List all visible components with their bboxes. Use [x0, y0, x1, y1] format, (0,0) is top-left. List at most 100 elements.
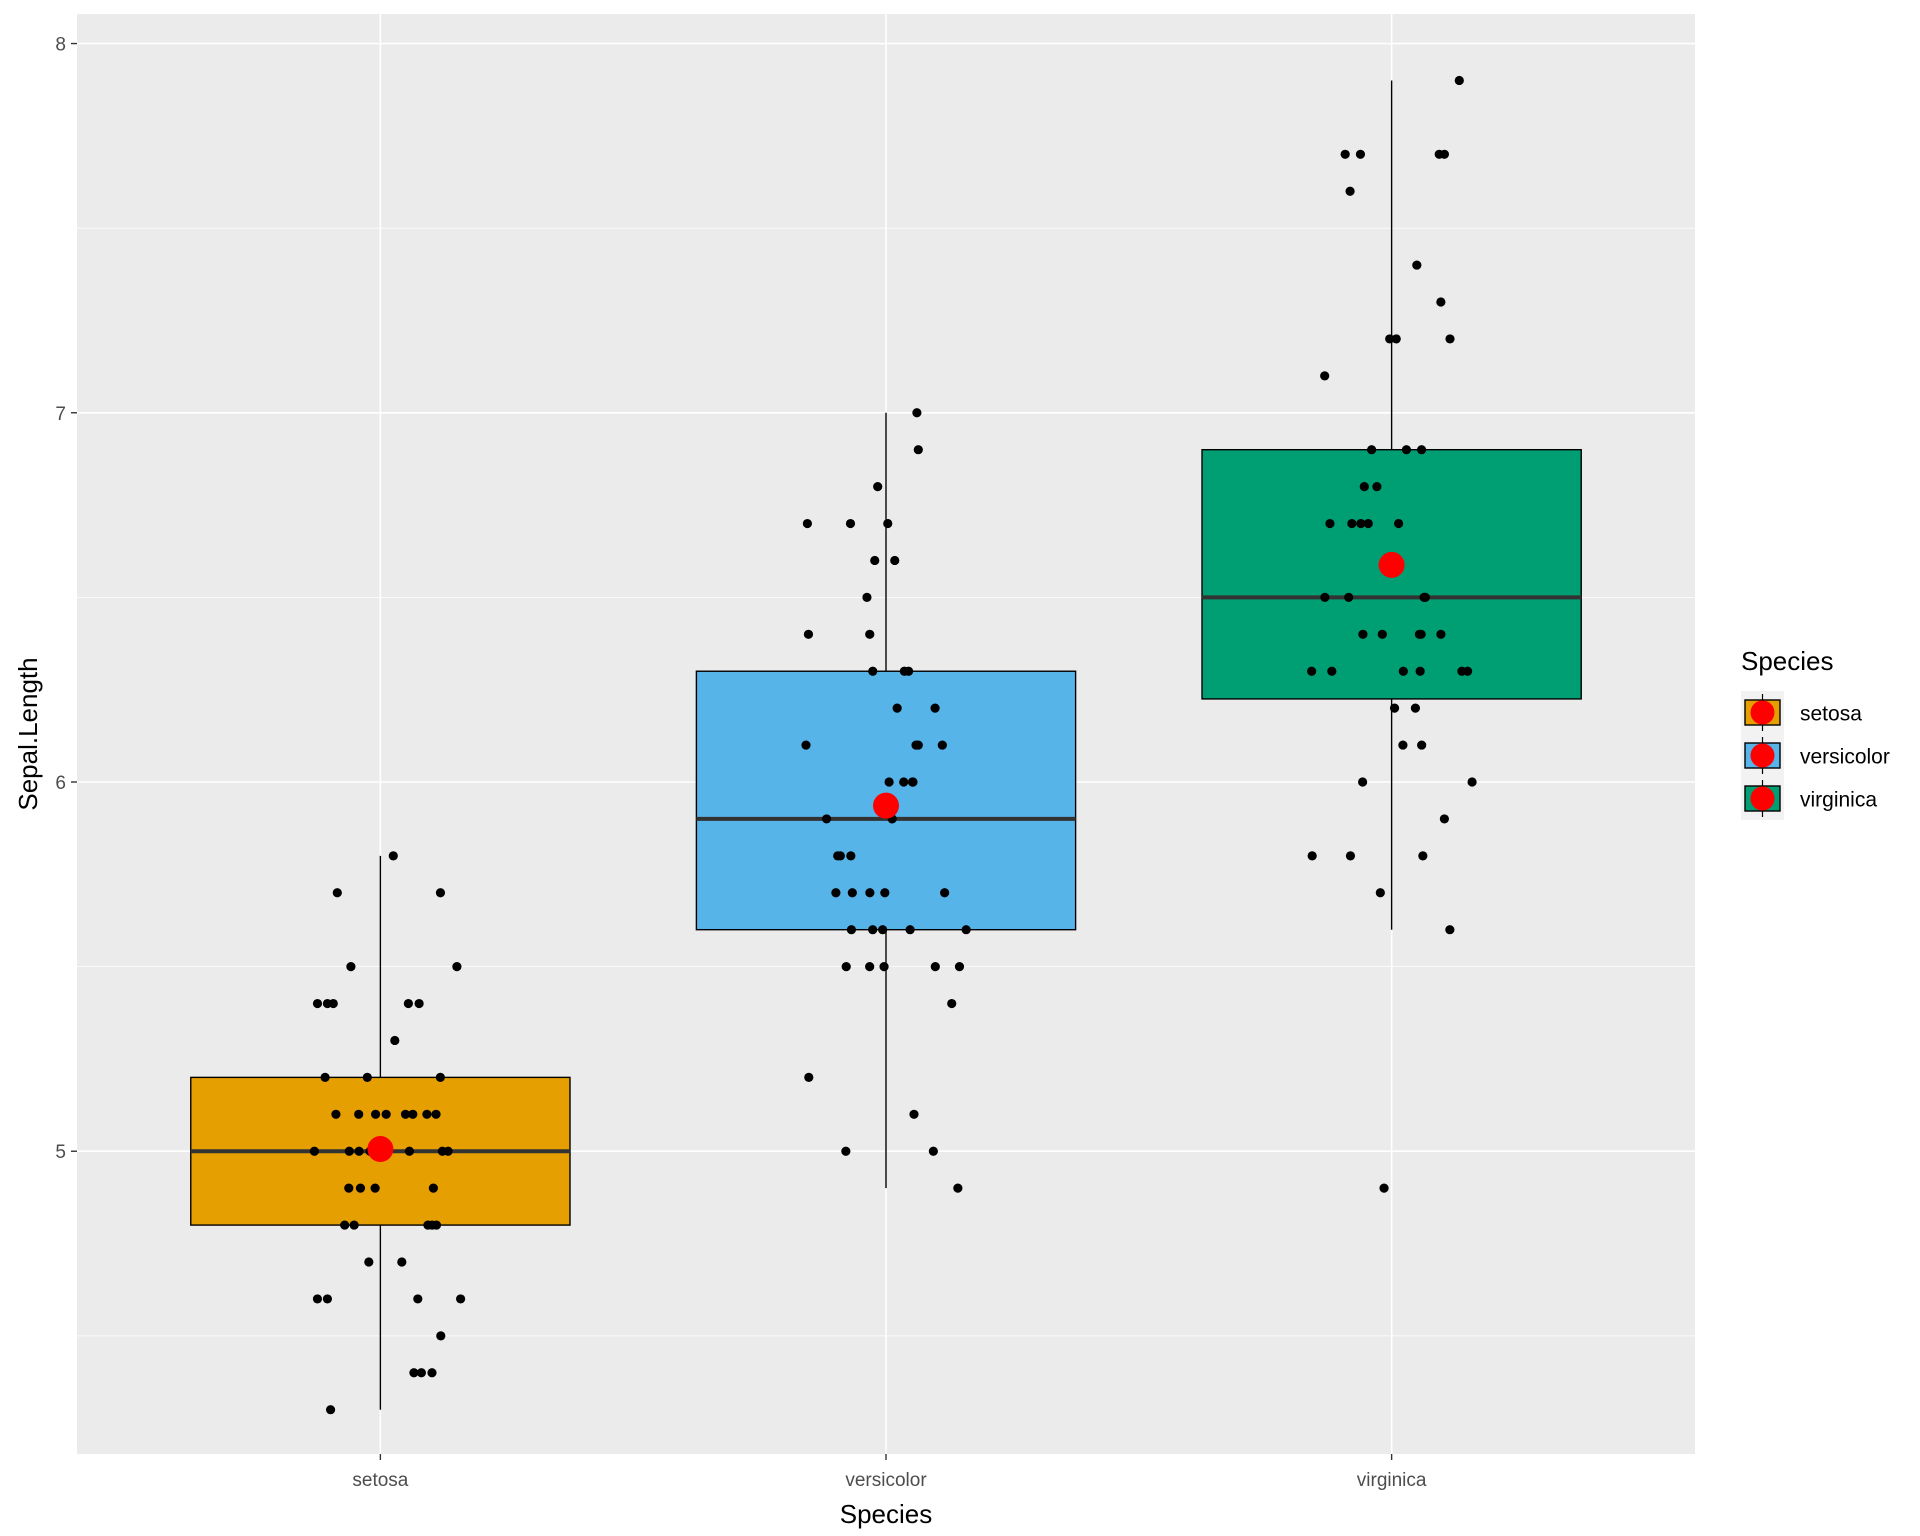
data-point-virginica — [1363, 518, 1373, 529]
data-point-versicolor — [890, 555, 900, 566]
legend: Species setosa versicolor virginica — [1741, 646, 1890, 820]
data-point-setosa — [322, 1294, 333, 1304]
data-point-setosa — [370, 1183, 380, 1193]
data-point-setosa — [422, 1109, 432, 1119]
data-point-versicolor — [868, 666, 878, 676]
data-point-virginica — [1463, 666, 1473, 676]
data-point-versicolor — [904, 666, 914, 676]
data-point-versicolor — [892, 703, 902, 713]
data-point-setosa — [370, 1109, 381, 1119]
data-point-versicolor — [831, 888, 841, 898]
data-point-setosa — [435, 888, 446, 898]
data-point-virginica — [1391, 334, 1401, 344]
data-point-virginica — [1320, 592, 1330, 602]
data-point-versicolor — [880, 888, 890, 898]
data-point-versicolor — [905, 925, 915, 935]
data-point-virginica — [1359, 482, 1369, 492]
data-point-setosa — [390, 1035, 400, 1046]
legend-key-mean-versicolor — [1750, 743, 1775, 768]
data-point-versicolor — [879, 962, 889, 972]
data-point-virginica — [1416, 445, 1427, 455]
data-point-setosa — [364, 1257, 374, 1267]
x-tick-label: setosa — [352, 1470, 408, 1491]
data-point-versicolor — [928, 1146, 938, 1156]
data-point-versicolor — [947, 998, 957, 1009]
data-point-versicolor — [912, 408, 922, 418]
data-point-setosa — [355, 1183, 366, 1193]
data-point-versicolor — [865, 962, 875, 972]
data-point-versicolor — [884, 777, 894, 787]
data-point-setosa — [413, 1294, 423, 1304]
mean-points — [367, 551, 1405, 1163]
data-point-setosa — [400, 1109, 411, 1119]
data-point-setosa — [309, 1146, 319, 1156]
data-point-setosa — [388, 851, 398, 861]
y-axis-title: Sepal.Length — [13, 657, 43, 810]
data-point-versicolor — [841, 1146, 851, 1156]
data-point-virginica — [1307, 851, 1317, 861]
data-point-versicolor — [911, 740, 921, 750]
y-tick-label: 6 — [55, 773, 66, 794]
mean-point-virginica — [1378, 551, 1405, 578]
data-point-virginica — [1434, 149, 1444, 159]
x-axis-title: Species — [840, 1499, 933, 1529]
data-point-setosa — [332, 888, 342, 898]
data-point-versicolor — [865, 629, 875, 639]
data-point-virginica — [1377, 629, 1387, 639]
data-point-versicolor — [862, 592, 872, 602]
data-point-versicolor — [953, 1183, 963, 1193]
data-point-versicolor — [878, 925, 888, 935]
data-point-virginica — [1398, 740, 1408, 750]
data-point-setosa — [346, 962, 356, 972]
legend-key-mean-setosa — [1750, 700, 1775, 725]
data-point-setosa — [403, 998, 413, 1009]
data-point-setosa — [349, 1220, 359, 1230]
data-point-setosa — [456, 1294, 466, 1304]
data-point-versicolor — [930, 703, 940, 713]
data-point-setosa — [452, 962, 462, 972]
data-point-setosa — [431, 1109, 441, 1119]
data-point-virginica — [1347, 518, 1357, 529]
data-point-virginica — [1398, 666, 1408, 676]
data-point-virginica — [1445, 925, 1455, 935]
data-point-setosa — [397, 1257, 407, 1267]
data-point-setosa — [414, 998, 424, 1009]
data-point-virginica — [1375, 888, 1385, 898]
data-point-setosa — [331, 1109, 341, 1119]
data-point-virginica — [1385, 334, 1395, 344]
data-point-versicolor — [801, 740, 811, 750]
data-point-versicolor — [868, 925, 878, 935]
data-point-virginica — [1307, 666, 1317, 676]
data-point-virginica — [1410, 703, 1421, 713]
data-point-setosa — [431, 1220, 442, 1230]
legend-title: Species — [1741, 646, 1834, 676]
data-point-versicolor — [802, 518, 812, 529]
data-point-setosa — [362, 1072, 372, 1082]
data-point-virginica — [1436, 629, 1446, 639]
data-point-versicolor — [803, 629, 814, 639]
data-point-versicolor — [804, 1072, 814, 1082]
data-point-versicolor — [883, 518, 893, 529]
data-point-setosa — [325, 1405, 336, 1415]
x-tick-label: virginica — [1357, 1470, 1427, 1491]
data-point-setosa — [404, 1146, 415, 1156]
data-point-virginica — [1367, 445, 1377, 455]
data-point-virginica — [1320, 371, 1330, 381]
data-point-versicolor — [909, 1109, 919, 1119]
legend-key-mean-virginica — [1750, 786, 1775, 811]
data-point-virginica — [1401, 445, 1412, 455]
data-point-virginica — [1419, 592, 1429, 602]
data-point-versicolor — [833, 851, 843, 861]
x-tick-label: versicolor — [845, 1470, 927, 1491]
data-point-setosa — [344, 1183, 354, 1193]
data-point-setosa — [408, 1109, 418, 1119]
data-point-virginica — [1418, 851, 1428, 861]
data-point-setosa — [381, 1109, 391, 1119]
data-point-setosa — [435, 1072, 445, 1082]
data-point-setosa — [322, 998, 333, 1009]
data-point-virginica — [1372, 482, 1382, 492]
data-point-virginica — [1412, 260, 1422, 270]
data-point-versicolor — [845, 518, 856, 529]
data-point-virginica — [1358, 629, 1368, 639]
